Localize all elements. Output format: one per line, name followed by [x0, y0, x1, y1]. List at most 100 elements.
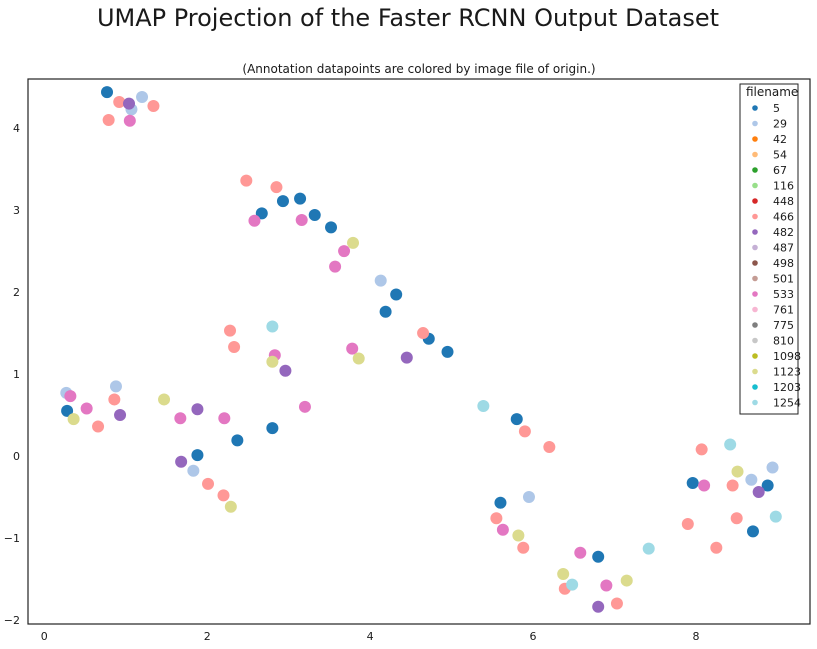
data-point-file-466	[610, 597, 623, 610]
legend-marker	[752, 306, 758, 313]
legend-marker	[752, 167, 758, 173]
legend-marker	[752, 244, 758, 251]
data-point-file-466	[710, 541, 723, 554]
data-point-file-466	[202, 477, 215, 490]
legend-label: 1203	[773, 381, 801, 394]
data-point-file-533	[346, 342, 359, 355]
y-axis-ticks: −2 −1 0 1 2 3 4	[4, 122, 20, 627]
legend-marker	[752, 384, 758, 390]
legend-marker	[752, 151, 758, 158]
legend: filename 5294254671164484664824874985015…	[739, 83, 801, 415]
data-point-file-5	[308, 209, 321, 222]
legend-marker	[752, 275, 758, 282]
data-point-file-1254	[642, 542, 655, 555]
data-point-file-1123	[158, 393, 171, 406]
data-point-file-5	[294, 192, 307, 205]
legend-label: 54	[773, 149, 787, 162]
data-point-file-5	[266, 422, 279, 435]
data-point-file-466	[113, 95, 126, 108]
data-point-file-482	[752, 486, 765, 499]
data-point-file-5	[761, 479, 774, 492]
data-point-file-466	[102, 113, 115, 126]
data-point-file-5	[390, 288, 403, 301]
data-point-file-466	[92, 420, 105, 433]
data-point-file-466	[217, 489, 230, 502]
data-point-file-466	[517, 541, 530, 554]
legend-marker	[752, 136, 758, 142]
data-point-file-29	[374, 274, 387, 287]
legend-label: 810	[773, 335, 794, 348]
legend-label: 29	[773, 118, 787, 131]
legend-label: 1098	[773, 350, 801, 363]
data-point-file-1254	[724, 438, 737, 451]
data-point-file-482	[191, 403, 204, 416]
legend-label: 761	[773, 304, 794, 317]
data-point-file-5	[494, 496, 507, 509]
data-point-file-5	[592, 550, 605, 563]
x-axis-ticks: 0 2 4 6 8	[41, 630, 700, 643]
legend-marker	[752, 260, 758, 266]
data-point-file-1254	[769, 510, 782, 523]
plot-area-frame	[27, 78, 811, 625]
data-point-file-1123	[67, 413, 80, 426]
legend-title: filename	[746, 85, 798, 99]
data-point-file-466	[147, 100, 160, 113]
data-point-file-5	[191, 449, 204, 462]
scatter-points	[60, 86, 782, 613]
data-point-file-482	[175, 455, 188, 468]
data-point-file-29	[187, 464, 200, 477]
data-point-file-466	[228, 340, 241, 353]
x-tick-label: 0	[41, 630, 48, 643]
legend-marker	[752, 120, 758, 127]
legend-label: 487	[773, 242, 794, 255]
data-point-file-466	[108, 393, 121, 406]
legend-label: 1254	[773, 397, 801, 410]
data-point-file-5	[231, 434, 244, 447]
legend-label: 466	[773, 211, 794, 224]
data-point-file-482	[114, 409, 127, 422]
data-point-file-5	[325, 221, 338, 234]
data-point-file-5	[61, 404, 74, 417]
x-tick-label: 4	[367, 630, 374, 643]
data-point-file-533	[295, 213, 308, 226]
data-point-file-466	[224, 324, 237, 337]
data-point-file-1123	[731, 465, 744, 478]
data-point-file-466	[240, 174, 253, 187]
legend-marker	[752, 399, 758, 406]
data-point-file-1123	[352, 352, 365, 365]
data-point-file-482	[279, 364, 292, 377]
legend-label: 42	[773, 133, 787, 146]
data-point-file-466	[681, 518, 694, 531]
legend-marker	[752, 182, 758, 189]
legend-label: 501	[773, 273, 794, 286]
data-point-file-466	[490, 512, 503, 525]
legend-marker	[752, 368, 758, 375]
data-point-file-533	[600, 579, 613, 592]
legend-entries: 5 29 42 54 67 116 448 466 482 487 498 501 533 761 775 8…	[752, 102, 801, 410]
data-point-file-533	[496, 523, 509, 536]
legend-marker	[752, 198, 758, 204]
data-point-file-1254	[566, 578, 579, 591]
data-point-file-466	[518, 425, 531, 438]
data-point-file-533	[80, 402, 93, 415]
data-point-file-466	[543, 440, 556, 453]
data-point-file-5	[441, 345, 454, 358]
x-tick-label: 6	[530, 630, 537, 643]
data-point-file-29	[136, 91, 149, 104]
legend-label: 498	[773, 257, 794, 270]
legend-marker	[752, 322, 758, 328]
legend-label: 482	[773, 226, 794, 239]
chart-subtitle: (Annotation datapoints are colored by im…	[242, 62, 595, 76]
data-point-file-5	[379, 305, 392, 318]
data-point-file-29	[109, 380, 122, 393]
data-point-file-1123	[620, 574, 633, 587]
data-point-file-29	[745, 473, 758, 486]
data-point-file-1123	[224, 500, 237, 513]
legend-marker	[752, 213, 758, 220]
legend-marker	[752, 229, 758, 235]
data-point-file-466	[726, 479, 739, 492]
legend-box	[739, 83, 799, 415]
data-point-file-466	[270, 181, 283, 194]
data-point-file-466	[730, 512, 743, 525]
